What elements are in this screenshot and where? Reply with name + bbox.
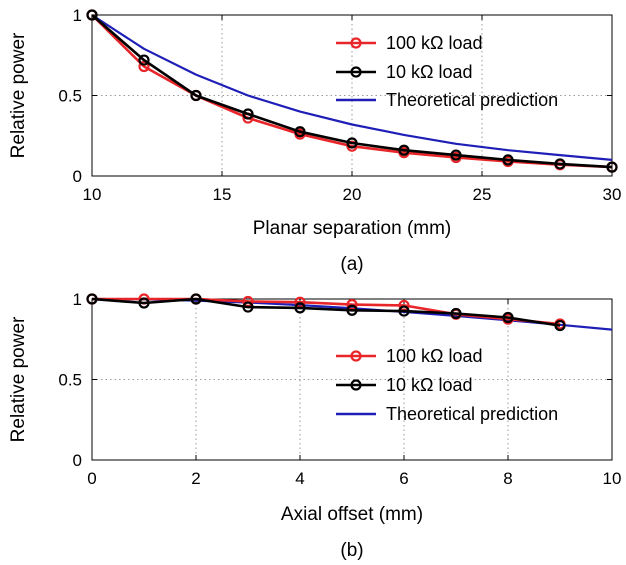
y-tick-label: 0 bbox=[73, 167, 82, 186]
data-point bbox=[86, 9, 98, 21]
series-line bbox=[91, 297, 561, 327]
data-point bbox=[346, 304, 358, 316]
legend-label: 10 kΩ load bbox=[386, 375, 473, 395]
y-tick-label: 0.5 bbox=[58, 87, 82, 106]
legend-label: Theoretical prediction bbox=[386, 404, 558, 424]
data-point bbox=[242, 108, 254, 120]
caption: (b) bbox=[340, 540, 363, 561]
legend-marker bbox=[350, 66, 362, 78]
y-axis-label: Relative power bbox=[8, 32, 29, 158]
data-point bbox=[450, 149, 462, 161]
x-tick-label: 20 bbox=[343, 185, 362, 204]
data-point bbox=[606, 161, 618, 173]
series-line bbox=[91, 14, 613, 169]
legend-label: 100 kΩ load bbox=[386, 346, 483, 366]
x-tick-label: 8 bbox=[503, 469, 512, 488]
y-tick-label: 0.5 bbox=[58, 371, 82, 390]
chart-b: 0 2 4 6 8 10 0 0.5 1 Axial offset (mm) Relative po… bbox=[8, 290, 621, 561]
legend: 100 kΩ load 10 kΩ load Theoretical predict… bbox=[336, 346, 558, 424]
series-theory bbox=[91, 14, 613, 161]
x-tick-label: 10 bbox=[603, 469, 622, 488]
legend-marker bbox=[350, 379, 362, 391]
data-point bbox=[190, 89, 202, 102]
x-tick-label: 10 bbox=[83, 185, 102, 204]
legend: 100 kΩ load 10 kΩ load Theoretical predict… bbox=[336, 33, 558, 110]
x-tick-label: 2 bbox=[191, 469, 200, 488]
data-point bbox=[294, 302, 306, 314]
caption: (a) bbox=[340, 254, 363, 275]
data-point bbox=[294, 126, 306, 138]
legend-label: Theoretical prediction bbox=[386, 90, 558, 110]
data-point bbox=[502, 311, 514, 324]
legend-label: 100 kΩ load bbox=[386, 33, 483, 53]
x-axis-label: Planar separation (mm) bbox=[253, 218, 452, 239]
data-point bbox=[398, 305, 410, 317]
y-tick-label: 1 bbox=[73, 290, 82, 309]
x-tick-label: 25 bbox=[473, 185, 492, 204]
chart-a: 10 15 20 25 30 0 0.5 1 Planar separation (mm) Rel… bbox=[8, 6, 621, 275]
data-point bbox=[242, 301, 254, 313]
data-point bbox=[502, 154, 514, 166]
data-point bbox=[86, 293, 98, 305]
x-tick-label: 0 bbox=[87, 469, 96, 488]
series-10k bbox=[86, 9, 618, 173]
data-point bbox=[450, 307, 462, 320]
x-tick-label: 30 bbox=[603, 185, 622, 204]
legend-marker bbox=[350, 37, 362, 49]
y-tick-label: 1 bbox=[73, 6, 82, 25]
x-tick-label: 15 bbox=[213, 185, 232, 204]
data-point bbox=[554, 158, 566, 170]
data-point bbox=[138, 54, 150, 66]
legend-label: 10 kΩ load bbox=[386, 62, 473, 82]
y-tick-label: 0 bbox=[73, 451, 82, 470]
x-axis-label: Axial offset (mm) bbox=[281, 504, 423, 525]
data-point bbox=[346, 137, 358, 149]
series-10k bbox=[86, 293, 566, 332]
data-point bbox=[190, 293, 202, 305]
x-tick-label: 6 bbox=[399, 469, 408, 488]
x-tick-label: 4 bbox=[295, 469, 304, 488]
data-point bbox=[554, 319, 566, 332]
data-point bbox=[138, 60, 150, 73]
data-point bbox=[398, 144, 410, 156]
series-line bbox=[91, 14, 613, 169]
series-line bbox=[91, 14, 613, 161]
legend-marker bbox=[350, 350, 362, 362]
data-point bbox=[138, 297, 150, 309]
series-100k bbox=[86, 293, 566, 330]
y-axis-label: Relative power bbox=[8, 316, 29, 442]
